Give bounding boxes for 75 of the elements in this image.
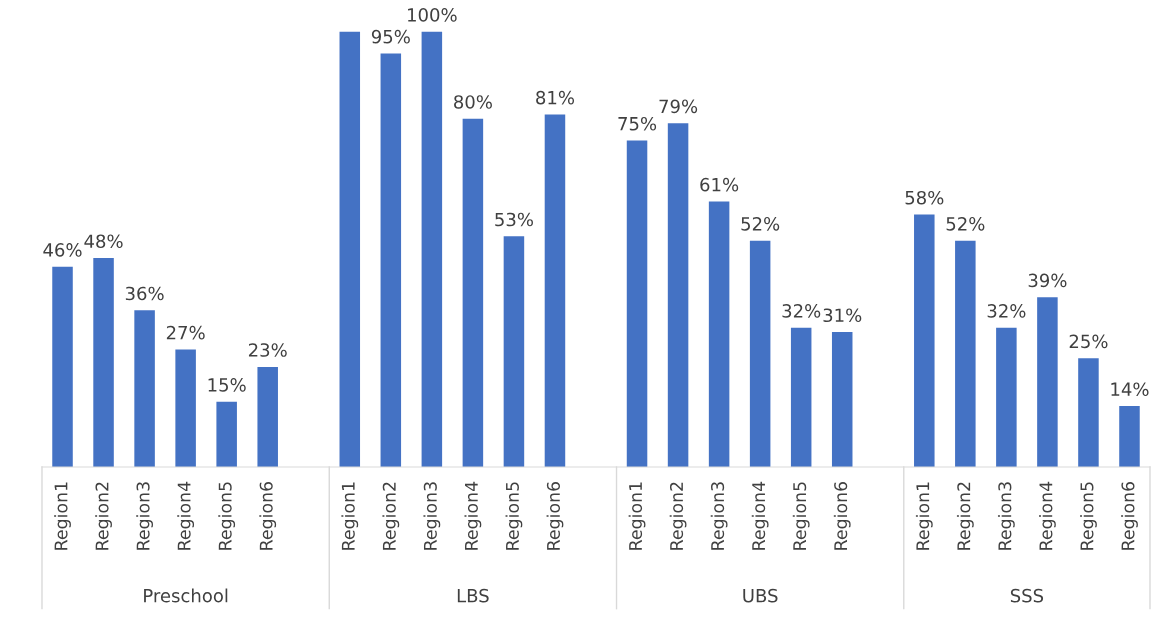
- data-label: 23%: [248, 343, 287, 357]
- x-tick-label: Region2: [95, 482, 112, 550]
- x-tick-label: Region3: [997, 482, 1015, 550]
- x-tick-label: Region4: [1039, 481, 1056, 550]
- bar: [626, 140, 648, 467]
- text: UBS: [743, 588, 778, 603]
- data-label: 95%: [371, 29, 410, 44]
- bar: [1119, 406, 1140, 467]
- x-tick-label: Region5: [1080, 482, 1097, 550]
- bar: [52, 266, 73, 467]
- x-tick-label: Region4: [177, 481, 195, 550]
- data-label: 32%: [987, 304, 1026, 318]
- x-tick-label: Region6: [546, 481, 564, 550]
- data-label: 25%: [1069, 334, 1108, 349]
- bar: [339, 31, 361, 467]
- x-tick-label: Region2: [956, 482, 974, 550]
- data-label: 53%: [495, 212, 533, 227]
- x-tick-label: Region5: [792, 482, 810, 550]
- bar: [831, 332, 853, 467]
- data-label: 52%: [741, 216, 780, 231]
- bar: [667, 123, 689, 467]
- bar: [955, 240, 976, 467]
- data-label: 75%: [618, 116, 657, 131]
- x-tick-label: Region6: [259, 481, 277, 550]
- data-label: 81%: [536, 90, 575, 105]
- x-tick-label: Region4: [751, 481, 769, 550]
- x-tick-label: Region5: [505, 482, 523, 550]
- data-label: 100%: [408, 8, 457, 22]
- bar: [708, 201, 730, 467]
- data-label: 27%: [166, 325, 205, 340]
- bar: [421, 31, 443, 467]
- x-tick-label: Region6: [1121, 481, 1138, 550]
- data-label: 46%: [43, 243, 82, 257]
- x-tick-label: Region2: [669, 482, 687, 550]
- bar: [462, 118, 484, 467]
- bar: [93, 258, 114, 467]
- x-tick-label: Region5: [218, 482, 236, 550]
- data-label: 31%: [823, 308, 862, 323]
- bar: [544, 114, 566, 467]
- x-tick-label: Region3: [136, 482, 153, 550]
- data-label: 36%: [125, 286, 164, 301]
- x-tick-label: Region4: [464, 481, 482, 550]
- x-tick-label: Region1: [915, 482, 933, 550]
- data-label: 61%: [700, 177, 739, 192]
- bar: [749, 240, 771, 467]
- bar: [996, 327, 1017, 467]
- data-label: 32%: [782, 304, 821, 318]
- data-label: 39%: [1028, 273, 1067, 288]
- bar: [914, 214, 935, 467]
- x-tick-label: Region1: [54, 482, 71, 550]
- bar: [216, 401, 237, 467]
- bar: [1037, 297, 1058, 467]
- text: LBS: [457, 588, 489, 603]
- text: SSS: [1010, 588, 1044, 603]
- data-label: 79%: [659, 99, 698, 114]
- bar: [134, 310, 155, 467]
- x-tick-label: Region1: [628, 482, 646, 550]
- text: Preschool: [144, 588, 228, 603]
- x-tick-label: Region1: [341, 482, 359, 550]
- x-tick-label: Region3: [710, 482, 728, 550]
- bar: [1078, 358, 1099, 467]
- x-tick-label: Region3: [423, 482, 441, 550]
- data-label: 48%: [84, 234, 123, 249]
- bar: [380, 53, 402, 467]
- data-label: 14%: [1111, 382, 1149, 397]
- bar: [175, 349, 196, 467]
- bar: [503, 236, 525, 467]
- data-label: 58%: [905, 190, 944, 205]
- x-tick-label: Region2: [382, 482, 400, 550]
- bar: [790, 327, 812, 467]
- data-label: 80%: [454, 95, 492, 109]
- bar: [257, 366, 278, 467]
- data-label: 15%: [208, 378, 246, 392]
- data-label: 52%: [946, 216, 985, 231]
- x-tick-label: Region6: [833, 481, 851, 550]
